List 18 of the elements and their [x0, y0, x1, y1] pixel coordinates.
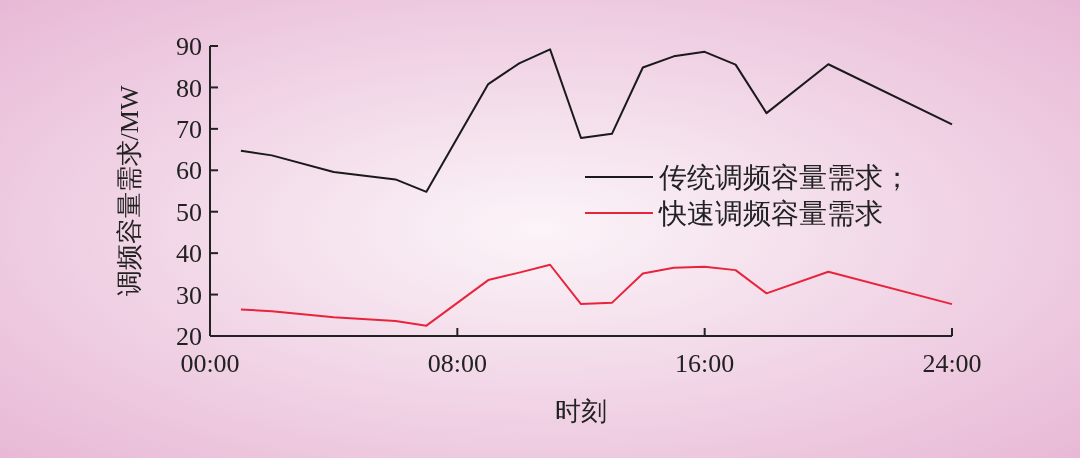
y-tick-label: 80 — [176, 73, 202, 103]
legend-label: 快速调频容量需求 — [658, 197, 883, 229]
x-tick-label: 16:00 — [675, 349, 735, 378]
y-tick-label: 90 — [176, 32, 202, 62]
y-tick-label: 60 — [176, 156, 202, 186]
x-axis-title: 时刻 — [555, 397, 607, 426]
y-tick-label: 70 — [176, 114, 202, 144]
y-tick-label: 30 — [176, 280, 202, 310]
line-series — [239, 263, 953, 327]
x-tick-label: 24:00 — [922, 349, 982, 378]
legend-label: 传统调频容量需求； — [659, 161, 911, 193]
y-tick-label: 20 — [176, 322, 202, 352]
y-axis-title: 调频容量需求/MW — [115, 85, 144, 297]
x-tick-label: 00:00 — [180, 349, 240, 378]
y-tick-label: 50 — [176, 197, 202, 227]
y-tick-label: 40 — [176, 239, 202, 269]
x-tick-label: 08:00 — [427, 349, 487, 378]
line-series — [239, 48, 953, 193]
